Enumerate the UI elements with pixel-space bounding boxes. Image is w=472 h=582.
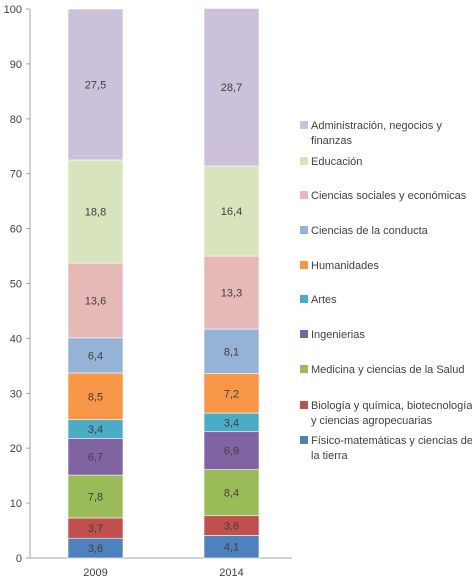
legend-item: Artes: [300, 294, 337, 306]
data-label: 8,5: [88, 391, 103, 403]
legend-label: Administración, negocios y finanzas: [311, 120, 442, 147]
bar-segment: [67, 372, 124, 420]
legend-label: Ciencias de la conducta: [311, 225, 429, 237]
legend-label: Ciencias sociales y económicas: [311, 190, 467, 202]
y-tick-label: 10: [10, 498, 22, 510]
legend-swatch: [300, 330, 308, 338]
bar-segment: [203, 255, 260, 330]
legend-item: Físico-matemáticas y ciencias de la tierr…: [300, 435, 472, 462]
legend-swatch: [300, 157, 308, 165]
bar-segment: [203, 373, 260, 414]
y-axis: 0 10 20 30 40 50 60 70 80 90 100: [4, 4, 31, 565]
data-label: 4,1: [224, 542, 239, 554]
data-label: 27,5: [85, 79, 106, 91]
legend: Administración, negocios y finanzas Educac…: [300, 120, 472, 462]
legend-item: Ciencias sociales y económicas: [300, 190, 467, 202]
bar-segment: [203, 328, 260, 374]
data-label: 3,4: [88, 424, 103, 436]
y-tick-label: 70: [10, 169, 22, 181]
legend-label: Medicina y ciencias de la Salud: [311, 364, 464, 376]
legend-label: Artes: [311, 294, 337, 306]
data-label: 18,8: [85, 207, 106, 219]
legend-label: Físico-matemáticas y ciencias de la tierr…: [311, 435, 472, 462]
data-label: 16,4: [221, 206, 242, 218]
bar-segment: [67, 438, 124, 476]
legend-item: Educación: [300, 156, 362, 168]
y-tick-label: 50: [10, 279, 22, 291]
data-label: 6,9: [224, 446, 239, 458]
y-tick-label: 90: [10, 59, 22, 71]
bar-segment: [203, 8, 260, 167]
legend-item: Administración, negocios y finanzas: [300, 120, 442, 147]
bar-segment: [67, 8, 124, 161]
data-label: 8,4: [224, 488, 239, 500]
legend-label: Ingenierias: [311, 329, 365, 341]
legend-swatch: [300, 365, 308, 373]
data-label: 3,4: [224, 417, 239, 429]
data-label: 7,8: [88, 492, 103, 504]
legend-item: Ciencias de la conducta: [300, 225, 429, 237]
legend-label: Humanidades: [311, 260, 379, 272]
legend-swatch: [300, 191, 308, 199]
data-label: 13,3: [221, 288, 242, 300]
y-tick-label: 80: [10, 114, 22, 126]
legend-swatch: [300, 401, 308, 409]
legend-label: Biología y química, biotecnología y cienc…: [311, 400, 472, 427]
data-label: 8,1: [224, 346, 239, 358]
data-label: 3,6: [88, 543, 103, 555]
y-tick-label: 30: [10, 388, 22, 400]
y-tick-label: 60: [10, 224, 22, 236]
data-label: 3,7: [88, 523, 103, 535]
legend-swatch: [300, 226, 308, 234]
y-tick-label: 20: [10, 443, 22, 455]
x-axis: 2009 2014: [30, 557, 292, 579]
bars: 3,6 3,7 7,8 6,7 3,4 8,5 6,4 13,6 18,8 27,5 4,1 3,6 8…: [67, 8, 260, 559]
data-label: 3,6: [224, 521, 239, 533]
legend-swatch: [300, 121, 308, 129]
bar-segment: [203, 165, 260, 257]
data-label: 6,4: [88, 350, 103, 362]
x-tick-label: 2009: [83, 567, 107, 579]
data-label: 6,7: [88, 452, 103, 464]
bar-segment: [67, 159, 124, 264]
y-tick-label: 40: [10, 333, 22, 345]
legend-item: Ingenierias: [300, 329, 365, 341]
bar-segment: [203, 431, 260, 470]
legend-swatch: [300, 295, 308, 303]
data-label: 13,6: [85, 296, 106, 308]
y-tick-label: 0: [16, 553, 22, 565]
legend-swatch: [300, 261, 308, 269]
legend-swatch: [300, 436, 308, 444]
y-tick-label: 100: [4, 4, 22, 16]
legend-item: Medicina y ciencias de la Salud: [300, 364, 464, 376]
data-label: 7,2: [224, 388, 239, 400]
bar-segment: [67, 262, 124, 339]
legend-label: Educación: [311, 156, 362, 168]
bar-segment: [203, 469, 260, 517]
x-tick-label: 2014: [219, 567, 243, 579]
legend-item: Biología y química, biotecnología y cienc…: [300, 400, 472, 427]
data-label: 28,7: [221, 82, 242, 94]
legend-item: Humanidades: [300, 260, 379, 272]
